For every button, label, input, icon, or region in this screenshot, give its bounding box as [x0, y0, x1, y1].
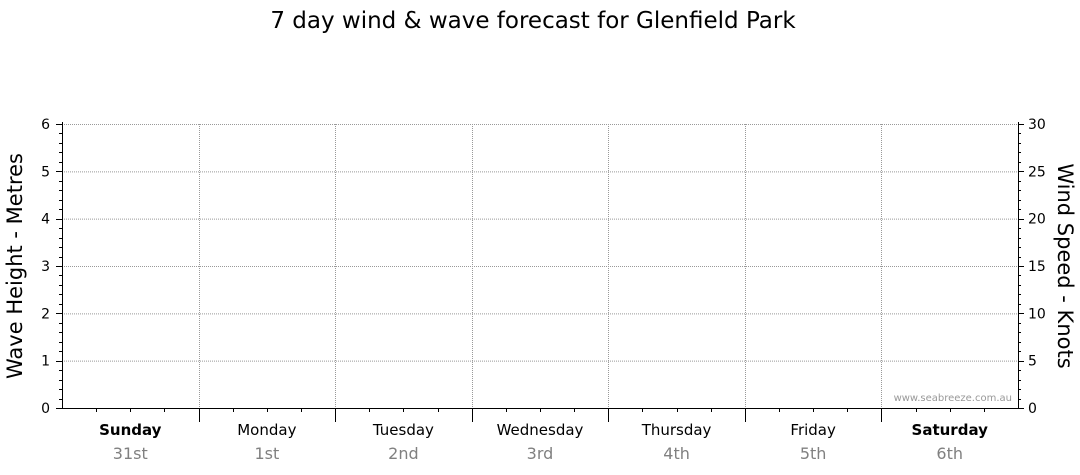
- grid-lines: [62, 124, 1018, 408]
- day-name-label: Thursday: [641, 421, 712, 439]
- left-tick-label: 6: [41, 117, 50, 133]
- right-tick-label: 25: [1028, 164, 1046, 180]
- chart-title: 7 day wind & wave forecast for Glenfield…: [270, 8, 796, 34]
- right-tick-label: 5: [1028, 354, 1037, 370]
- left-tick-label: 0: [41, 401, 50, 417]
- day-date-label: 6th: [936, 444, 963, 463]
- day-name-label: Friday: [790, 421, 836, 439]
- left-axis-ticks: 0 1 2 3 4 5 6: [41, 117, 62, 417]
- day-date-label: 5th: [800, 444, 827, 463]
- day-date-label: 4th: [663, 444, 690, 463]
- right-axis-ticks: 0 5 10 15 20 25 30: [1018, 117, 1046, 417]
- day-name-label: Saturday: [912, 421, 989, 439]
- day-date-label: 3rd: [527, 444, 554, 463]
- left-tick-label: 3: [41, 259, 50, 275]
- day-name-label: Monday: [237, 421, 296, 439]
- left-tick-label: 5: [41, 164, 50, 180]
- left-tick-label: 4: [41, 212, 50, 228]
- day-date-label: 2nd: [388, 444, 418, 463]
- left-axis-title: Wave Height - Metres: [3, 153, 27, 379]
- right-tick-label: 30: [1028, 117, 1046, 133]
- day-name-label: Sunday: [99, 421, 162, 439]
- left-tick-label: 1: [41, 354, 50, 370]
- right-axis-title: Wind Speed - Knots: [1053, 163, 1077, 368]
- day-date-label: 31st: [113, 444, 148, 463]
- right-tick-label: 10: [1028, 306, 1046, 322]
- day-date-label: 1st: [254, 444, 279, 463]
- day-name-label: Tuesday: [372, 421, 434, 439]
- right-tick-label: 20: [1028, 212, 1046, 228]
- left-tick-label: 2: [41, 306, 50, 322]
- axes: [62, 122, 1019, 422]
- right-tick-label: 0: [1028, 401, 1037, 417]
- right-tick-label: 15: [1028, 259, 1046, 275]
- day-labels: Sunday 31st Monday 1st Tuesday 2nd Wednesday 3r…: [99, 421, 988, 463]
- watermark-text: www.seabreeze.com.au: [894, 393, 1012, 404]
- day-name-label: Wednesday: [497, 421, 584, 439]
